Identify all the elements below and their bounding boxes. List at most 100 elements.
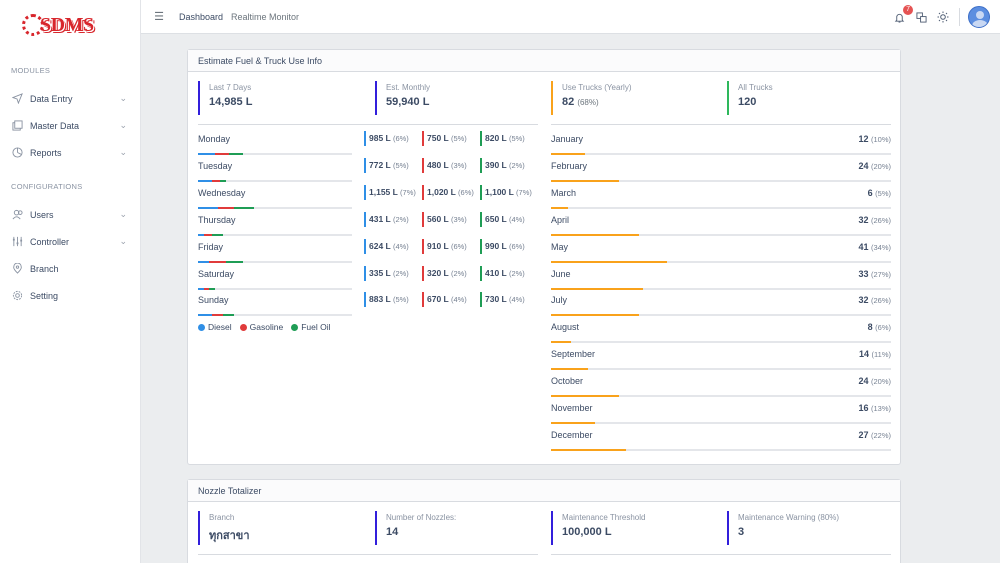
truck-count: 14 <box>859 349 870 360</box>
truck-percent: (34%) <box>870 242 891 252</box>
diesel-amount: 883 L (5%) <box>364 292 409 308</box>
card-title: Estimate Fuel & Truck Use Info <box>188 50 900 72</box>
chevron-down-icon: ⌄ <box>119 147 127 157</box>
amount-percent: (2%) <box>508 268 525 278</box>
month-progress-fill <box>551 422 596 424</box>
day-row: Saturday 335 L (2%) 320 L (2%) 410 L (2%) <box>198 265 538 293</box>
amount-value: 480 L <box>427 159 449 170</box>
header-divider <box>959 8 960 26</box>
bell-icon[interactable]: 7 <box>889 5 913 27</box>
amount-value: 1,020 L <box>427 186 456 197</box>
amount-percent: (6%) <box>392 134 409 143</box>
sidebar-item-reports[interactable]: Reports ⌄ <box>0 139 140 166</box>
amount-percent: (2%) <box>508 160 525 170</box>
legend-item-diesel: Diesel <box>198 322 232 332</box>
month-name: December <box>551 429 593 440</box>
legend-label: Gasoline <box>249 322 284 332</box>
stat-value: ทุกสาขา <box>209 530 250 542</box>
nav-section-title: CONFIGURATIONS <box>11 182 83 191</box>
stat-label: Maintenance Warning (80%) <box>738 513 840 522</box>
divider <box>198 124 538 125</box>
stat-label: Branch <box>209 513 235 522</box>
sidebar-item-branch[interactable]: Branch <box>0 255 140 282</box>
month-row: April 32 (26%) <box>551 212 891 239</box>
amount-value: 335 L <box>369 267 391 278</box>
sidebar-item-users[interactable]: Users ⌄ <box>0 201 140 228</box>
truck-percent: (10%) <box>870 135 891 144</box>
amount-value: 560 L <box>427 213 449 224</box>
month-progress-fill <box>551 448 626 451</box>
sidebar-item-controller[interactable]: Controller ⌄ <box>0 228 140 255</box>
nav-link-dashboard[interactable]: Dashboard <box>179 11 224 22</box>
stat-label: Est. Monthly <box>386 83 431 92</box>
amount-percent: (2%) <box>392 214 409 224</box>
truck-percent: (27%) <box>870 269 891 279</box>
month-value: 8 (6%) <box>868 322 891 332</box>
fuel-legend: Diesel Gasoline Fuel Oil <box>198 322 330 332</box>
amount-value: 772 L <box>369 159 391 170</box>
gasoline-segment <box>203 233 212 236</box>
amount-percent: (4%) <box>508 214 525 224</box>
month-row: November 16 (13%) <box>551 400 891 427</box>
day-row: Sunday 883 L (5%) 670 L (4%) 730 L (4%) <box>198 292 538 319</box>
stat-last-7-days: Last 7 Days 14,985 L <box>198 81 252 115</box>
month-row: January 12 (10%) <box>551 131 891 158</box>
notification-badge: 7 <box>903 5 913 15</box>
diesel-dot-icon <box>198 324 205 331</box>
fuel-oil-segment <box>234 206 254 209</box>
legend-item-gasoline: Gasoline <box>239 322 284 332</box>
fuel-oil-amount: 390 L (2%) <box>480 157 525 173</box>
sun-icon[interactable] <box>933 7 953 27</box>
nav-section-title: MODULES <box>11 66 51 75</box>
day-progress-track <box>198 153 352 155</box>
fuel-oil-amount: 820 L (5%) <box>480 131 525 146</box>
month-value: 27 (22%) <box>858 430 891 440</box>
brand-logo[interactable]: SDMS <box>0 0 140 50</box>
fuel-oil-segment <box>228 153 243 155</box>
amount-percent: (6%) <box>508 241 525 251</box>
stat-est-monthly: Est. Monthly 59,940 L <box>375 81 430 115</box>
amount-percent: (5%) <box>450 134 467 143</box>
amount-value: 820 L <box>485 133 507 143</box>
month-value: 6 (5%) <box>868 188 891 198</box>
top-header: ☰ Dashboard Realtime Monitor 7 <box>141 0 1000 34</box>
user-avatar[interactable] <box>968 6 990 28</box>
gasoline-amount: 560 L (3%) <box>422 211 467 227</box>
fuel-oil-amount: 990 L (6%) <box>480 238 525 254</box>
month-name: October <box>551 376 584 387</box>
hamburger-menu-icon[interactable]: ☰ <box>154 11 164 23</box>
truck-count: 8 <box>867 322 873 333</box>
stat-label: All Trucks <box>738 83 773 92</box>
stat-label: Use Trucks (Yearly) <box>562 83 632 92</box>
amount-value: 320 L <box>427 267 449 278</box>
amount-percent: (7%) <box>400 187 416 197</box>
month-progress-track <box>551 260 891 263</box>
sidebar-item-master-data[interactable]: Master Data ⌄ <box>0 112 140 139</box>
divider <box>551 554 891 555</box>
month-value: 41 (34%) <box>858 242 891 252</box>
legend-label: Diesel <box>208 322 232 332</box>
translate-icon[interactable] <box>911 7 931 27</box>
amount-percent: (2%) <box>392 268 409 278</box>
month-value: 33 (27%) <box>858 269 891 279</box>
fuel-oil-segment <box>223 314 235 317</box>
day-name: Thursday <box>198 214 236 225</box>
month-row: October 24 (20%) <box>551 373 891 400</box>
fuel-truck-card: Estimate Fuel & Truck Use Info Last 7 Da… <box>187 49 901 465</box>
chevron-down-icon: ⌄ <box>119 236 127 246</box>
month-value: 32 (26%) <box>858 215 891 225</box>
fuel-oil-amount: 650 L (4%) <box>480 211 525 227</box>
gasoline-segment <box>217 206 235 209</box>
month-value: 16 (13%) <box>858 403 891 413</box>
sidebar-item-data-entry[interactable]: Data Entry ⌄ <box>0 85 140 112</box>
users-icon <box>11 209 23 221</box>
nav-link-realtime-monitor[interactable]: Realtime Monitor <box>231 11 300 22</box>
day-row: Thursday 431 L (2%) 560 L (3%) 650 L (4%) <box>198 211 538 239</box>
month-progress-track <box>551 206 891 209</box>
sidebar-item-setting[interactable]: Setting <box>0 282 140 309</box>
month-name: July <box>551 295 568 306</box>
fuel-oil-dot-icon <box>291 324 299 331</box>
truck-count: 32 <box>858 295 869 306</box>
gear-icon <box>11 290 23 302</box>
truck-percent: (13%) <box>870 404 891 413</box>
